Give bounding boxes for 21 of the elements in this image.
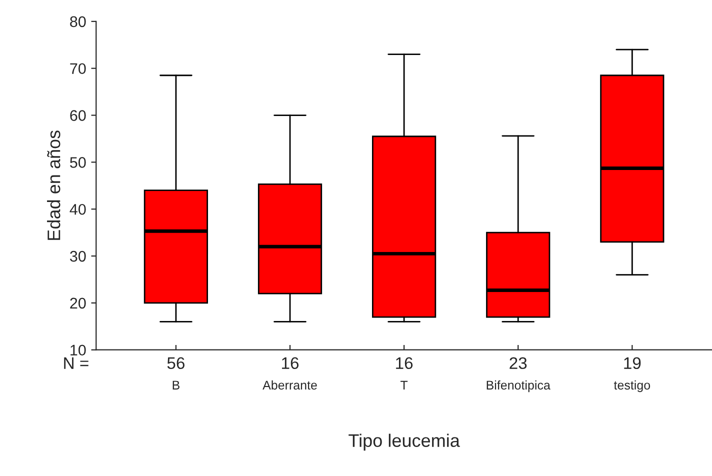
x-tick-label: B <box>172 380 180 390</box>
text: N = <box>64 357 88 369</box>
y-tick-label: 10 <box>70 344 86 356</box>
x-axis-title: Tipo leucemia <box>348 434 460 451</box>
x-tick-label: Bifenotipica <box>486 380 550 392</box>
y-tick-label: 40 <box>70 204 86 215</box>
x-tick-label: Aberrante <box>262 380 317 390</box>
y-tick-label: 70 <box>70 63 86 74</box>
y-tick-label: 20 <box>70 298 86 309</box>
y-axis-title: Edad en años <box>47 130 60 240</box>
y-tick-label: 50 <box>70 157 86 168</box>
text: 56 <box>167 357 184 370</box>
text: 16 <box>282 357 299 370</box>
text: 16 <box>396 357 413 370</box>
text: 23 <box>510 357 527 370</box>
x-tick-label: T <box>400 380 408 390</box>
y-tick-label: 60 <box>70 110 86 121</box>
y-tick-label: 30 <box>70 250 86 262</box>
text: 19 <box>624 357 641 370</box>
x-tick-label: testigo <box>614 380 650 392</box>
y-tick-label: 80 <box>70 16 86 28</box>
